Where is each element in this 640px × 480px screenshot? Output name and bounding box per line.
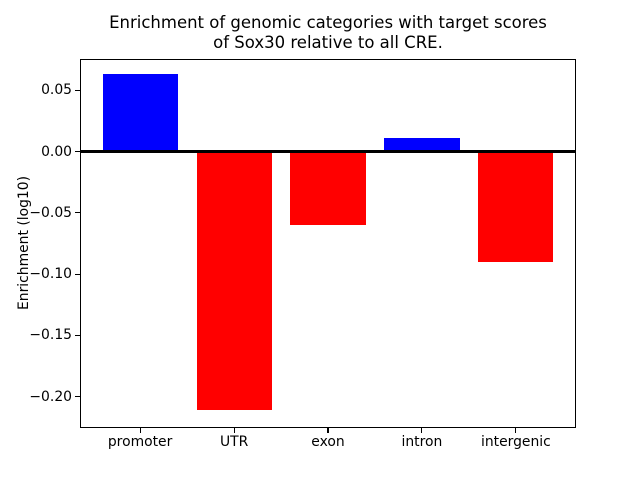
y-tick-mark (75, 89, 80, 91)
x-tick-label-UTR: UTR (219, 434, 249, 450)
zero-line (80, 150, 576, 153)
bar-exon (290, 151, 366, 226)
x-tick-mark (139, 428, 141, 433)
x-tick-label-intron: intron (401, 434, 443, 450)
y-tick-mark (75, 396, 80, 398)
y-tick-label: −0.20 (29, 388, 72, 405)
plot-area (80, 59, 576, 428)
y-tick-mark (75, 273, 80, 275)
bar-intergenic (478, 151, 554, 262)
y-tick-mark (75, 151, 80, 153)
x-tick-label-promoter: promoter (107, 434, 173, 450)
y-tick-label: −0.15 (29, 327, 72, 344)
x-tick-mark (421, 428, 423, 433)
y-tick-mark (75, 334, 80, 336)
y-axis-label: Enrichment (log10) (16, 175, 32, 311)
bar-UTR (196, 151, 272, 411)
y-tick-label: −0.10 (29, 266, 72, 283)
x-tick-label-exon: exon (311, 434, 345, 450)
y-tick-label: −0.05 (29, 204, 72, 221)
x-tick-mark (515, 428, 517, 433)
bar-promoter (102, 74, 178, 152)
x-tick-label-intergenic: intergenic (480, 434, 551, 450)
x-tick-mark (233, 428, 235, 433)
y-tick-label: 0.05 (41, 82, 72, 99)
bar-intron (384, 138, 460, 152)
x-tick-mark (327, 428, 329, 433)
y-tick-mark (75, 212, 80, 214)
chart-title: Enrichment of genomic categories with ta… (109, 13, 547, 52)
y-tick-label: 0.00 (41, 143, 72, 160)
bars-layer (80, 59, 576, 428)
